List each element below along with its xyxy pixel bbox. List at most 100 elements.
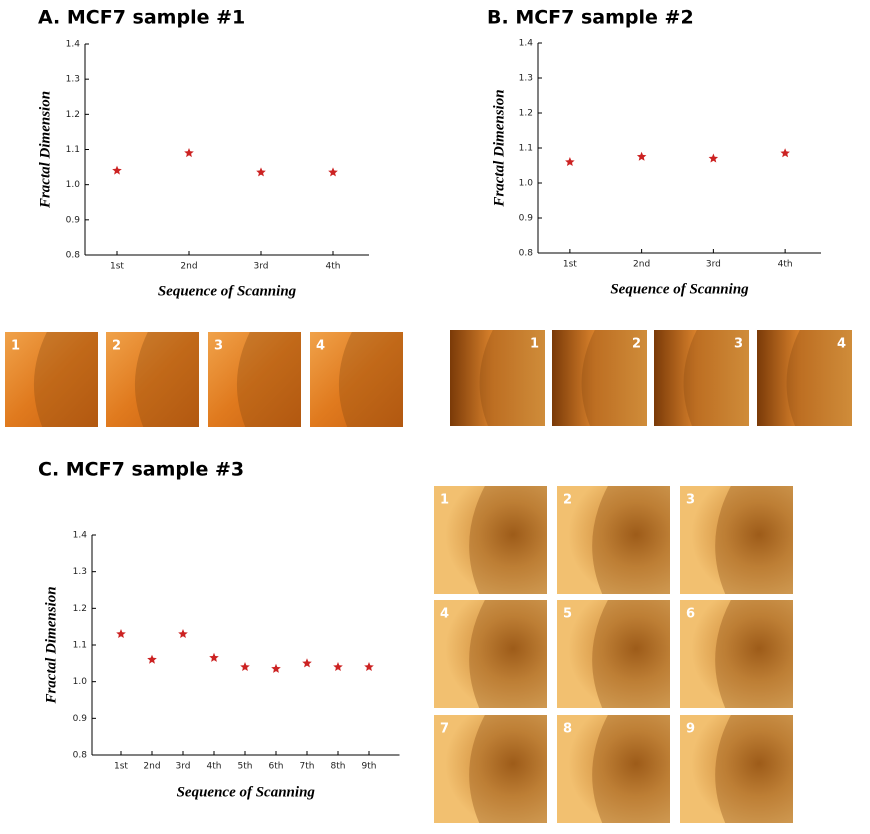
y-tick-label: 1.3 [66, 75, 80, 85]
x-tick-label: 3rd [706, 260, 721, 270]
y-tick-label: 1.3 [519, 74, 533, 84]
image-panel [552, 330, 647, 426]
point [178, 629, 188, 638]
y-tick-label: 1.4 [66, 40, 81, 50]
chart-title: B. MCF7 sample #2 [487, 7, 694, 29]
point [708, 153, 719, 163]
y-axis-label: Fractal Dimension [43, 586, 59, 704]
panel-label: 3 [686, 493, 695, 508]
y-tick-label: 1.2 [73, 604, 87, 614]
image-panel [680, 715, 793, 823]
x-tick-label: 4th [326, 262, 341, 272]
cell-shape [469, 600, 547, 708]
x-axis-label: Sequence of Scanning [158, 283, 297, 299]
x-tick-label: 1st [110, 262, 124, 272]
y-tick-label: 1.2 [66, 110, 80, 120]
image-panel [680, 486, 793, 594]
x-tick-label: 8th [331, 762, 346, 772]
panel-label: 5 [563, 607, 572, 622]
point [184, 148, 194, 158]
y-tick-label: 0.9 [519, 214, 534, 224]
x-tick-label: 6th [269, 762, 284, 772]
y-tick-label: 1.0 [66, 180, 81, 190]
x-tick-label: 3rd [176, 762, 191, 772]
image-panel [450, 330, 545, 426]
image-panel [654, 330, 749, 426]
y-axis-label: Fractal Dimension [491, 89, 507, 207]
cell-shape [715, 600, 793, 708]
y-axis-label: Fractal Dimension [37, 91, 53, 209]
point [116, 629, 126, 638]
y-tick-label: 0.8 [519, 249, 534, 259]
point [271, 663, 281, 673]
panel-label: 6 [686, 607, 695, 622]
y-tick-label: 1.4 [519, 39, 534, 49]
y-tick-label: 1.3 [73, 567, 87, 577]
image-panel [680, 600, 793, 708]
panel-label: 4 [440, 607, 449, 622]
image-panel [434, 600, 547, 708]
cell-shape [134, 332, 199, 427]
cell-shape [592, 715, 670, 823]
cell-shape [479, 330, 545, 426]
image-panel [106, 332, 199, 427]
point [256, 167, 266, 177]
cell-shape [469, 486, 547, 594]
cell-shape [715, 715, 793, 823]
image-panel [310, 332, 403, 427]
panel-label: 1 [440, 493, 449, 508]
image-panel [757, 330, 852, 426]
cell-shape [786, 330, 852, 426]
y-tick-label: 1.1 [73, 641, 87, 651]
point [565, 157, 575, 166]
x-tick-label: 7th [300, 762, 315, 772]
panel-label: 1 [11, 339, 20, 354]
image-panel [557, 486, 670, 594]
chart-title: A. MCF7 sample #1 [38, 7, 245, 29]
cell-shape [592, 486, 670, 594]
y-tick-label: 1.1 [66, 145, 80, 155]
panel-label: 2 [632, 337, 641, 352]
panel-label: 9 [686, 722, 695, 737]
cell-shape [581, 330, 647, 426]
point [240, 662, 250, 671]
y-tick-label: 1.0 [519, 179, 534, 189]
point [333, 662, 343, 671]
image-panel [208, 332, 301, 427]
cell-shape [338, 332, 403, 427]
x-axis-label: Sequence of Scanning [610, 281, 749, 297]
x-tick-label: 2nd [143, 762, 160, 772]
cell-shape [715, 486, 793, 594]
point [328, 167, 338, 177]
x-tick-label: 5th [238, 762, 253, 772]
cell-shape [592, 600, 670, 708]
x-tick-label: 3rd [254, 262, 269, 272]
point [636, 151, 647, 161]
panel-label: 3 [214, 339, 223, 354]
point [364, 662, 374, 671]
y-tick-label: 1.4 [73, 531, 88, 541]
y-tick-label: 0.9 [66, 215, 81, 225]
x-tick-label: 2nd [180, 262, 197, 272]
point [209, 652, 219, 662]
image-panel [434, 715, 547, 823]
image-panel [434, 486, 547, 594]
y-tick-label: 1.1 [519, 144, 533, 154]
y-tick-label: 1.0 [73, 677, 88, 687]
x-axis-label: Sequence of Scanning [177, 784, 316, 800]
panel-label: 4 [316, 339, 325, 354]
point [147, 654, 157, 664]
x-tick-label: 1st [114, 762, 128, 772]
image-panel [557, 715, 670, 823]
y-tick-label: 0.9 [73, 714, 88, 724]
y-tick-label: 0.8 [73, 751, 88, 761]
panel-label: 2 [112, 339, 121, 354]
panel-label: 4 [837, 337, 846, 352]
cell-shape [683, 330, 749, 426]
panel-label: 1 [530, 337, 539, 352]
panel-label: 2 [563, 493, 572, 508]
point [302, 658, 312, 668]
x-tick-label: 9th [362, 762, 377, 772]
point [780, 148, 790, 158]
